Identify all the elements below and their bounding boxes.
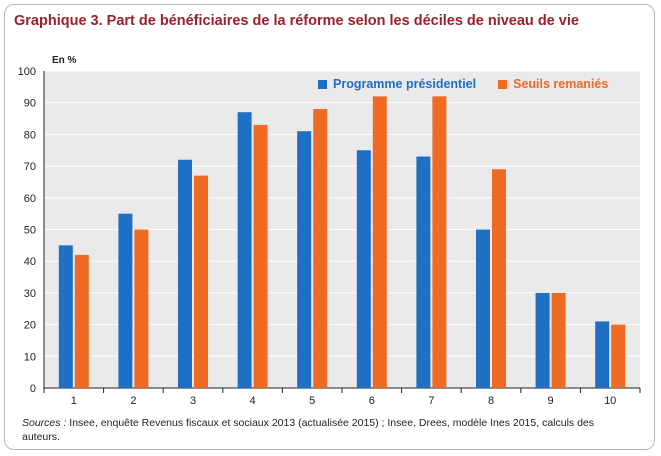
legend-label-seuils: Seuils remaniés	[513, 77, 609, 91]
bar-programme-1	[58, 245, 73, 388]
bar-programme-7	[416, 156, 431, 388]
y-tick-label-50: 50	[24, 225, 36, 237]
x-tick-label-9: 9	[548, 395, 554, 407]
chart-title: Graphique 3. Part de bénéficiaires de la…	[14, 13, 579, 29]
x-tick-label-10: 10	[604, 395, 616, 407]
y-tick-label-10: 10	[24, 351, 36, 363]
bar-programme-3	[178, 159, 192, 388]
legend: Programme présidentiel Seuils remaniés	[318, 77, 608, 91]
bar-seuils-7	[432, 96, 447, 389]
legend-swatch-programme	[318, 79, 327, 89]
x-tick-label-1: 1	[71, 395, 77, 407]
bar-programme-2	[118, 213, 133, 388]
bar-programme-6	[356, 150, 371, 388]
bar-seuils-2	[134, 229, 149, 388]
source-note: Sources : Insee, enquête Revenus fiscaux…	[22, 416, 622, 444]
legend-swatch-seuils	[498, 79, 508, 89]
source-label: Sources :	[22, 417, 67, 429]
bar-seuils-3	[194, 175, 208, 388]
x-tick-label-2: 2	[130, 395, 136, 407]
bar-seuils-8	[492, 169, 506, 388]
y-tick-label-90: 90	[24, 98, 36, 110]
bar-programme-8	[476, 229, 490, 388]
y-tick-label-20: 20	[24, 320, 36, 332]
x-tick-label-3: 3	[190, 395, 196, 407]
bar-programme-9	[535, 292, 550, 388]
bar-seuils-10	[611, 324, 626, 388]
y-tick-label-100: 100	[18, 66, 36, 78]
bar-seuils-6	[372, 96, 387, 389]
x-tick-label-8: 8	[488, 395, 494, 407]
y-tick-label-80: 80	[24, 129, 36, 141]
bar-programme-5	[297, 131, 312, 389]
legend-item-seuils: Seuils remaniés	[498, 77, 608, 91]
x-tick-label-7: 7	[428, 395, 434, 407]
y-tick-label-30: 30	[24, 288, 36, 300]
bar-seuils-1	[74, 254, 89, 388]
bar-seuils-9	[551, 292, 566, 388]
bar-programme-10	[595, 321, 610, 388]
y-axis-unit-label: En %	[52, 55, 77, 66]
legend-item-programme: Programme présidentiel	[318, 77, 476, 91]
x-tick-label-5: 5	[309, 395, 315, 407]
x-tick-label-4: 4	[250, 395, 256, 407]
y-tick-label-40: 40	[24, 256, 36, 268]
bar-programme-4	[237, 112, 252, 389]
bar-seuils-5	[313, 109, 328, 388]
y-tick-label-0: 0	[30, 383, 36, 395]
y-tick-label-60: 60	[24, 193, 36, 205]
bar-seuils-4	[253, 124, 268, 388]
x-tick-label-6: 6	[369, 395, 375, 407]
legend-label-programme: Programme présidentiel	[333, 77, 477, 91]
source-text: Insee, enquête Revenus fiscaux et sociau…	[22, 417, 595, 443]
y-tick-label-70: 70	[24, 161, 36, 173]
